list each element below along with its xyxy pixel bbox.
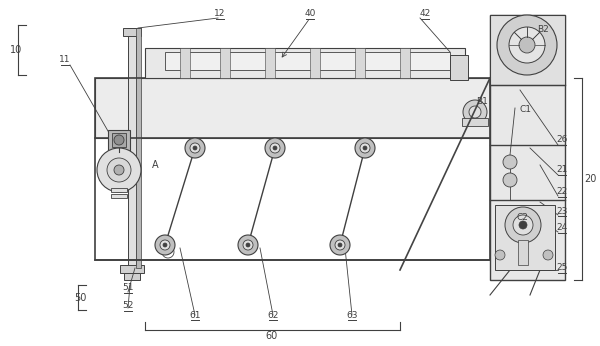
- Circle shape: [243, 240, 253, 250]
- Text: 52: 52: [122, 301, 134, 310]
- Text: A: A: [152, 160, 158, 170]
- Circle shape: [270, 143, 280, 153]
- Circle shape: [469, 106, 481, 118]
- Bar: [111, 188, 127, 192]
- Circle shape: [338, 243, 342, 247]
- Bar: [495, 205, 555, 270]
- Circle shape: [355, 138, 375, 158]
- Text: 12: 12: [214, 9, 226, 18]
- Text: 42: 42: [419, 9, 431, 18]
- Text: 26: 26: [556, 136, 568, 145]
- Bar: [400, 48, 410, 78]
- Text: 10: 10: [10, 45, 22, 55]
- Circle shape: [503, 173, 517, 187]
- Bar: [95, 78, 490, 138]
- Bar: [124, 273, 140, 280]
- Bar: [112, 133, 126, 147]
- Text: 24: 24: [556, 224, 568, 233]
- Bar: [450, 55, 468, 80]
- Circle shape: [160, 240, 170, 250]
- Circle shape: [114, 165, 124, 175]
- Bar: [145, 48, 465, 78]
- Bar: [95, 78, 490, 260]
- Text: C2: C2: [516, 213, 528, 222]
- Bar: [123, 28, 141, 36]
- Circle shape: [519, 221, 527, 229]
- Bar: [490, 15, 565, 280]
- Circle shape: [155, 235, 175, 255]
- Bar: [165, 52, 450, 70]
- Circle shape: [107, 158, 131, 182]
- Text: 21: 21: [556, 165, 568, 174]
- Circle shape: [513, 215, 533, 235]
- Circle shape: [335, 240, 345, 250]
- Circle shape: [185, 138, 205, 158]
- Text: 62: 62: [268, 310, 278, 319]
- Circle shape: [238, 235, 258, 255]
- Bar: [111, 194, 127, 198]
- Text: 25: 25: [556, 264, 568, 273]
- Circle shape: [114, 135, 124, 145]
- Text: 61: 61: [189, 310, 201, 319]
- Text: 23: 23: [556, 207, 568, 216]
- Text: 63: 63: [346, 310, 358, 319]
- Text: C1: C1: [519, 106, 531, 115]
- Bar: [462, 118, 488, 126]
- Circle shape: [360, 143, 370, 153]
- Bar: [265, 48, 275, 78]
- Text: 11: 11: [59, 55, 71, 64]
- Text: B2: B2: [537, 26, 549, 35]
- Circle shape: [246, 243, 250, 247]
- Text: 51: 51: [122, 283, 134, 292]
- Text: 50: 50: [74, 293, 86, 303]
- Bar: [518, 240, 528, 265]
- Circle shape: [163, 243, 167, 247]
- Circle shape: [495, 250, 505, 260]
- Bar: [108, 130, 130, 152]
- Circle shape: [509, 27, 545, 63]
- Bar: [220, 48, 230, 78]
- Circle shape: [97, 148, 141, 192]
- Circle shape: [330, 235, 350, 255]
- Bar: [355, 48, 365, 78]
- Bar: [310, 48, 320, 78]
- Bar: [136, 28, 141, 268]
- Text: 22: 22: [556, 188, 568, 197]
- Circle shape: [193, 146, 197, 150]
- Bar: [490, 15, 565, 85]
- Circle shape: [363, 146, 367, 150]
- Circle shape: [503, 155, 517, 169]
- Circle shape: [543, 250, 553, 260]
- Circle shape: [505, 207, 541, 243]
- Bar: [120, 265, 144, 273]
- Circle shape: [265, 138, 285, 158]
- Bar: [180, 48, 190, 78]
- Text: 40: 40: [304, 9, 316, 18]
- Circle shape: [519, 37, 535, 53]
- Text: 60: 60: [266, 331, 278, 341]
- Bar: [128, 28, 136, 268]
- Circle shape: [273, 146, 277, 150]
- Text: B1: B1: [476, 98, 488, 107]
- Circle shape: [190, 143, 200, 153]
- Circle shape: [463, 100, 487, 124]
- Circle shape: [497, 15, 557, 75]
- Text: 20: 20: [584, 174, 596, 184]
